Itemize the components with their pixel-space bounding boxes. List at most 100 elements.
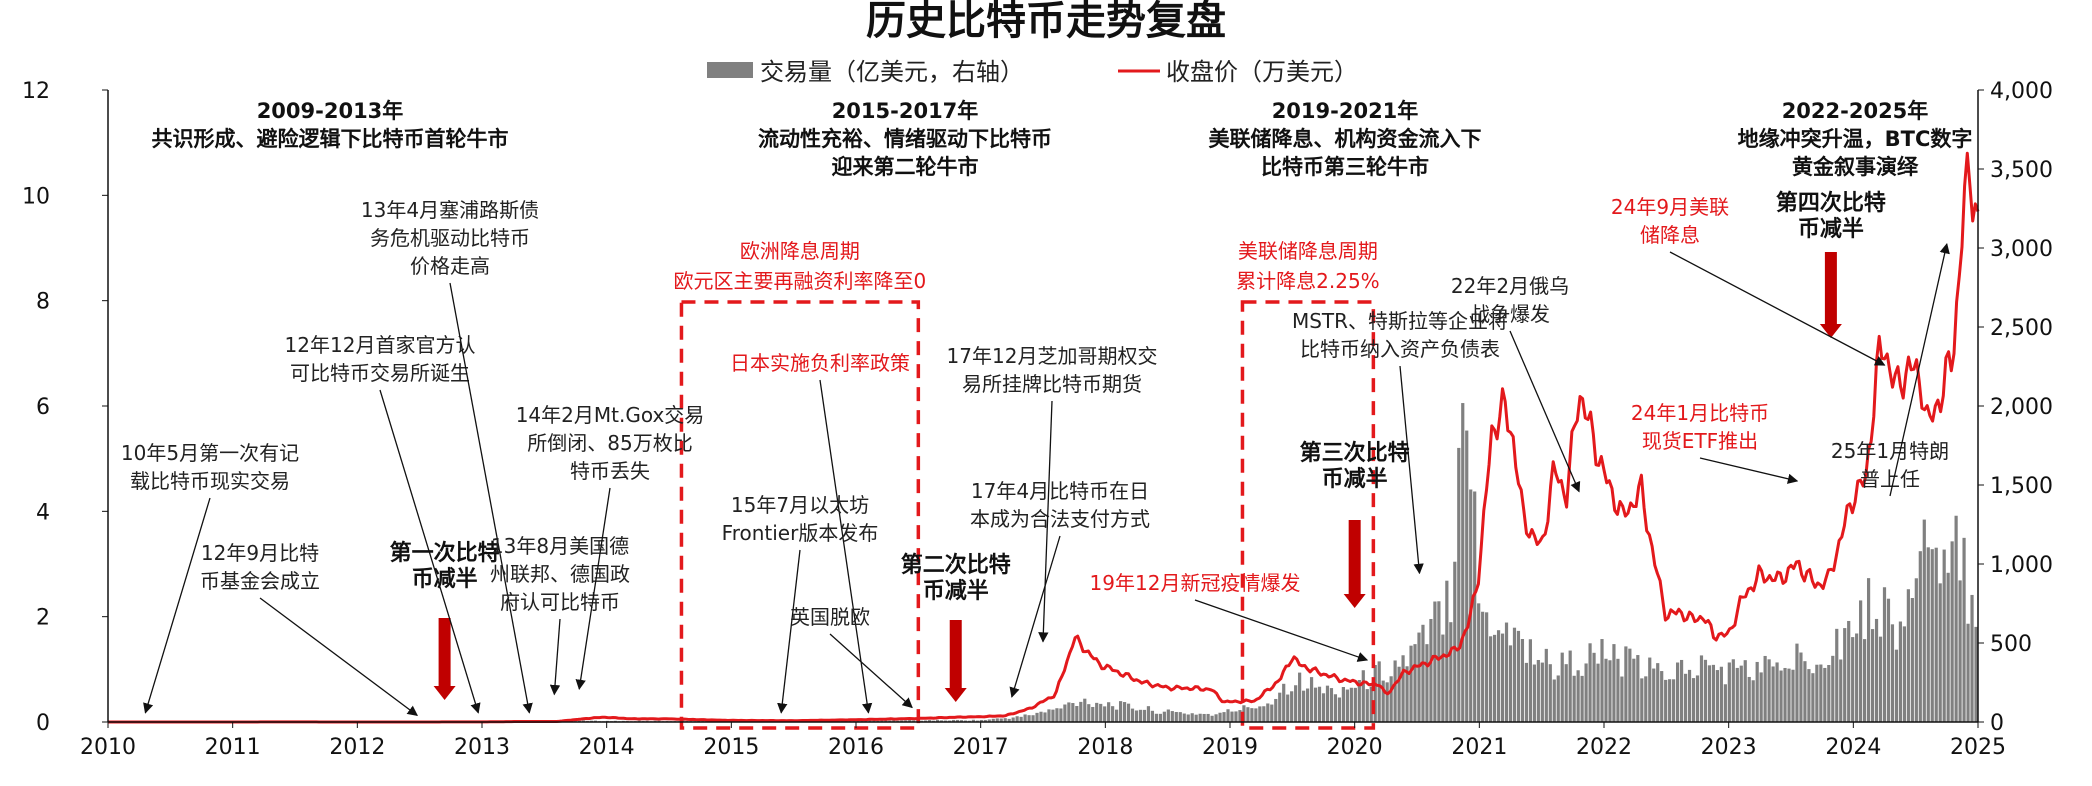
annotation-arrow	[549, 618, 561, 696]
volume-bar	[1687, 669, 1692, 722]
volume-bar	[892, 720, 896, 722]
volume-bar	[1795, 643, 1799, 722]
annotation-text: 价格走高	[410, 254, 490, 278]
volume-bar	[1083, 698, 1087, 722]
volume-bar	[1313, 687, 1318, 722]
volume-bar	[1624, 646, 1628, 722]
volume-bar	[868, 720, 872, 722]
volume-bar	[1421, 624, 1425, 722]
x-tick-label: 2019	[1202, 735, 1258, 760]
volume-bar	[1767, 659, 1771, 722]
volume-bar	[1401, 655, 1405, 722]
shaded-period-label: 美联储降息周期	[1238, 239, 1378, 263]
halving-label: 第四次比特	[1776, 190, 1886, 216]
volume-bar	[1457, 447, 1461, 722]
volume-bar	[1321, 693, 1326, 722]
era-header-years: 2015-2017年	[832, 99, 979, 123]
halving-arrow-shaft	[1824, 252, 1837, 326]
halving-label: 第三次比特	[1300, 440, 1410, 466]
volume-bar	[1035, 712, 1039, 722]
annotation-text: 14年2月Mt.Gox交易	[516, 403, 705, 427]
volume-bar	[1870, 629, 1875, 722]
volume-bar	[1015, 716, 1019, 722]
volume-bar	[1031, 715, 1035, 722]
volume-bar	[1206, 713, 1210, 722]
annotation-text: 战争爆发	[1470, 302, 1550, 326]
era-header-desc-2: 迎来第二轮牛市	[832, 155, 979, 179]
volume-bar	[1652, 668, 1656, 722]
volume-bar	[963, 720, 968, 722]
volume-bar	[1254, 708, 1258, 722]
volume-bar	[1278, 692, 1282, 722]
volume-bar	[1290, 691, 1294, 722]
volume-bar	[935, 719, 940, 722]
annotation: 15年7月以太坊 Frontier版本发布	[722, 493, 879, 714]
volume-bar	[1186, 714, 1190, 722]
annotation-text: 普上任	[1860, 467, 1920, 491]
y-right-tick-label: 2,000	[1990, 395, 2053, 420]
x-tick-label: 2025	[1950, 735, 2006, 760]
annotation-text: 17年12月芝加哥期权交	[947, 344, 1158, 368]
volume-bar	[951, 719, 956, 722]
volume-bar	[1309, 677, 1314, 722]
volume-bar	[1532, 664, 1536, 722]
volume-bar	[1512, 627, 1517, 722]
volume-bar	[908, 720, 912, 722]
volume-bar	[1465, 430, 1469, 722]
volume-bar	[1763, 655, 1767, 722]
x-tick-label: 2016	[828, 735, 884, 760]
volume-bar	[1612, 644, 1616, 722]
annotation-text: 务危机驱动比特币	[370, 226, 530, 250]
volume-bar	[1516, 630, 1521, 722]
volume-bar	[1676, 662, 1680, 722]
volume-bar	[1679, 659, 1684, 722]
volume-bar	[1266, 703, 1270, 722]
volume-bar	[1918, 551, 1922, 722]
volume-bar	[1819, 664, 1823, 722]
volume-bar	[1668, 679, 1672, 722]
volume-bar	[1759, 672, 1763, 722]
volume-bar	[1477, 603, 1481, 722]
volume-bar	[1500, 633, 1505, 722]
annotation-arrow	[143, 497, 211, 714]
volume-bar	[1302, 690, 1306, 722]
volume-bar	[1866, 578, 1871, 722]
volume-bar	[1882, 587, 1887, 722]
volume-bar	[1974, 626, 1978, 722]
volume-bar	[1122, 702, 1127, 722]
annotation-text: 12年12月首家官方认	[285, 333, 476, 357]
volume-bar	[1715, 670, 1719, 722]
volume-bar	[884, 720, 888, 722]
volume-bar	[1580, 675, 1584, 722]
annotation-text: 特币丢失	[570, 459, 650, 483]
volume-bar	[1775, 662, 1779, 722]
volume-bar	[1405, 666, 1409, 722]
y-left-tick-label: 4	[36, 500, 50, 525]
axes: 2010 2011 2012 2013 2014 2015 2016 2017 2018 2019…	[22, 79, 2053, 760]
annotation-text: 所倒闭、85万枚比	[527, 431, 692, 455]
volume-bar	[1393, 660, 1397, 722]
y-left-tick-label: 2	[36, 606, 50, 631]
annotation-text: 载比特币现实交易	[130, 469, 290, 493]
volume-bar	[1369, 686, 1373, 722]
halving-arrow-head	[1819, 324, 1842, 338]
y-right-tick-label: 2,500	[1990, 316, 2053, 341]
volume-bar	[1711, 664, 1716, 722]
annotation-text: Frontier版本发布	[722, 521, 879, 545]
volume-bar	[1576, 670, 1580, 722]
y-left-tick-label: 10	[22, 184, 50, 209]
volume-bar	[900, 720, 904, 722]
annotation-text: 现货ETF推出	[1642, 429, 1758, 453]
volume-bar	[1504, 622, 1509, 722]
volume-bar	[1540, 662, 1544, 722]
volume-bar	[1027, 715, 1031, 722]
volume-bar	[1743, 660, 1747, 722]
volume-bar	[1039, 711, 1043, 722]
volume-bar	[1381, 680, 1385, 722]
volume-bar	[1489, 636, 1493, 722]
chart-title: 历史比特币走势复盘	[866, 0, 1226, 44]
